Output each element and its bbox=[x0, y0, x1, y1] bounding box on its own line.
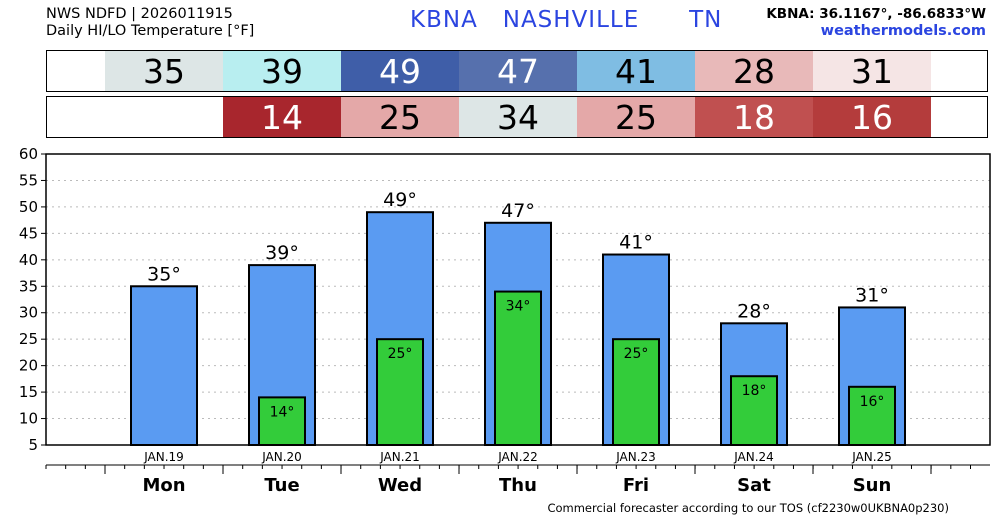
high-temp-cell: 47 bbox=[459, 51, 577, 91]
low-temp-bar bbox=[730, 375, 778, 446]
y-tick-label: 10 bbox=[19, 410, 38, 428]
date-label: JAN.25 bbox=[851, 450, 892, 464]
y-tick-label: 60 bbox=[19, 145, 38, 163]
y-tick-label: 30 bbox=[19, 304, 38, 322]
header-parameter: Daily HI/LO Temperature [°F] bbox=[46, 23, 255, 39]
y-tick-label: 50 bbox=[19, 198, 38, 216]
date-label: JAN.23 bbox=[615, 450, 656, 464]
y-tick-label: 15 bbox=[19, 383, 38, 401]
high-temp-cell: 35 bbox=[105, 51, 223, 91]
weekday-label: Tue bbox=[264, 475, 299, 496]
low-temp-cell: 25 bbox=[577, 97, 695, 137]
station-title: KBNA NASHVILLE TN bbox=[410, 7, 723, 33]
y-tick-label: 35 bbox=[19, 277, 38, 295]
weekday-label: Mon bbox=[142, 475, 185, 496]
high-temp-bar bbox=[130, 285, 198, 447]
y-tick-label: 45 bbox=[19, 224, 38, 242]
y-tick-label: 25 bbox=[19, 330, 38, 348]
weekday-label: Sat bbox=[737, 475, 771, 496]
low-temp-label: 14° bbox=[270, 404, 295, 420]
date-label: JAN.24 bbox=[733, 450, 774, 464]
low-temp-cell: 16 bbox=[813, 97, 931, 137]
low-temp-cell: 34 bbox=[459, 97, 577, 137]
high-temp-cell: 39 bbox=[223, 51, 341, 91]
low-temp-label: 18° bbox=[742, 383, 767, 399]
high-temp-cell: 49 bbox=[341, 51, 459, 91]
date-label: JAN.21 bbox=[379, 450, 420, 464]
low-temp-label: 34° bbox=[506, 299, 531, 315]
high-temp-cell: 31 bbox=[813, 51, 931, 91]
y-tick-label: 55 bbox=[19, 171, 38, 189]
high-temp-cell: 28 bbox=[695, 51, 813, 91]
low-temperature-strip: 14 25 34 25 18 16 bbox=[46, 96, 988, 138]
date-label: JAN.22 bbox=[497, 450, 538, 464]
low-temp-label: 16° bbox=[860, 394, 885, 410]
low-temp-bar bbox=[612, 338, 660, 447]
high-temp-label: 35° bbox=[147, 263, 181, 285]
high-temp-label: 28° bbox=[737, 300, 771, 322]
station-coordinates: KBNA: 36.1167°, -86.6833°W bbox=[766, 6, 986, 22]
y-tick-label: 5 bbox=[28, 436, 38, 454]
high-temp-label: 41° bbox=[619, 232, 653, 254]
weekday-label: Wed bbox=[378, 475, 422, 496]
low-temp-bar bbox=[494, 290, 542, 446]
site-link[interactable]: weathermodels.com bbox=[820, 23, 986, 39]
date-label: JAN.20 bbox=[261, 450, 302, 464]
low-temp-cell: 18 bbox=[695, 97, 813, 137]
weekday-label: Fri bbox=[623, 475, 649, 496]
low-temp-cell: 25 bbox=[341, 97, 459, 137]
high-temp-label: 49° bbox=[383, 189, 417, 211]
high-temp-label: 47° bbox=[501, 200, 535, 222]
y-tick-label: 20 bbox=[19, 357, 38, 375]
low-temp-label: 25° bbox=[388, 346, 413, 362]
weekday-label: Sun bbox=[853, 475, 892, 496]
low-temp-cell bbox=[105, 97, 223, 137]
low-temp-cell: 14 bbox=[223, 97, 341, 137]
header-run-info: NWS NDFD | 2026011915 bbox=[46, 6, 233, 22]
date-label: JAN.19 bbox=[143, 450, 184, 464]
weekday-label: Thu bbox=[499, 475, 537, 496]
high-temperature-strip: 35 39 49 47 41 28 31 bbox=[46, 50, 988, 92]
plot-frame bbox=[45, 153, 991, 446]
high-temp-cell: 41 bbox=[577, 51, 695, 91]
low-temp-bar bbox=[258, 396, 306, 446]
low-temp-label: 25° bbox=[624, 346, 649, 362]
low-temp-bar bbox=[848, 385, 896, 446]
high-temp-label: 39° bbox=[265, 242, 299, 264]
y-tick-label: 40 bbox=[19, 251, 38, 269]
footer-note: Commercial forecaster according to our T… bbox=[547, 501, 949, 515]
high-temp-label: 31° bbox=[855, 284, 889, 306]
